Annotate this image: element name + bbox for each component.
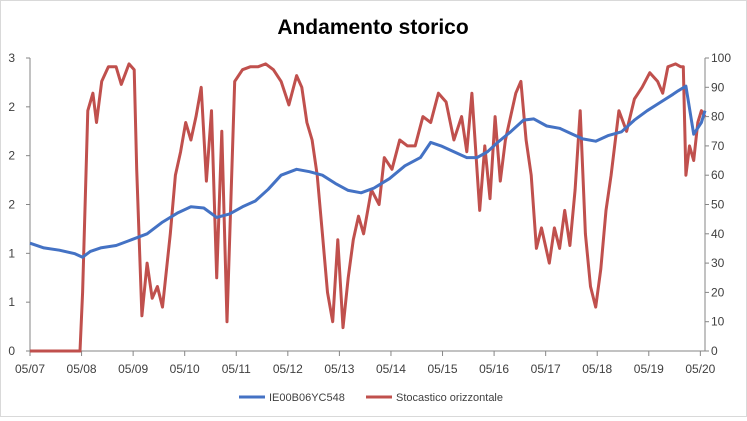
y-right-tick-label: 50 (711, 198, 725, 212)
y-right-tick-label: 30 (711, 256, 725, 270)
y-right-tick-label: 60 (711, 168, 725, 182)
x-tick-label: 05/17 (531, 362, 561, 376)
y-right-tick-label: 0 (711, 344, 718, 358)
x-tick-label: 05/12 (273, 362, 303, 376)
x-tick-label: 05/14 (376, 362, 406, 376)
x-tick-label: 05/20 (685, 362, 715, 376)
legend: IE00B06YC548 Stocastico orizzontale (239, 392, 503, 404)
y-right-tick-label: 40 (711, 227, 725, 241)
x-tick-label: 05/15 (428, 362, 458, 376)
x-tick-label: 05/11 (222, 362, 251, 376)
y-right-tick-label: 20 (711, 285, 725, 299)
y-left-tick-label: 2 (8, 149, 15, 163)
stochastic-series-line (30, 62, 707, 353)
legend-label: IE00B06YC548 (269, 392, 345, 404)
x-tick-label: 05/18 (582, 362, 612, 376)
y-right-tick-label: 10 (711, 315, 725, 329)
y-right-tick-label: 100 (711, 51, 731, 65)
x-tick-label: 05/16 (479, 362, 509, 376)
y-right-tick-label: 70 (711, 139, 725, 153)
y-right-tick-label: 80 (711, 110, 725, 124)
y-left-tick-label: 3 (8, 51, 15, 65)
x-tick-label: 05/13 (324, 362, 354, 376)
chart-title: Andamento storico (277, 16, 468, 39)
axes: 05/07 05/08 05/09 05/10 05/11 05/12 05/13 05/14… (8, 51, 731, 376)
y-right-tick-label: 90 (711, 80, 725, 94)
price-series-line (29, 84, 707, 259)
x-tick-label: 05/08 (67, 362, 97, 376)
legend-label: Stocastico orizzontale (396, 392, 503, 404)
x-tick-label: 05/09 (118, 362, 148, 376)
y-left-tick-label: 1 (8, 295, 15, 309)
y-left-tick-label: 1 (8, 246, 15, 260)
x-tick-label: 05/19 (634, 362, 664, 376)
series-layer (29, 62, 707, 353)
x-tick-label: 05/07 (15, 362, 45, 376)
y-left-tick-label: 2 (8, 198, 15, 212)
y-left-tick-label: 2 (8, 100, 15, 114)
y-left-tick-label: 0 (8, 344, 15, 358)
x-tick-label: 05/10 (170, 362, 200, 376)
